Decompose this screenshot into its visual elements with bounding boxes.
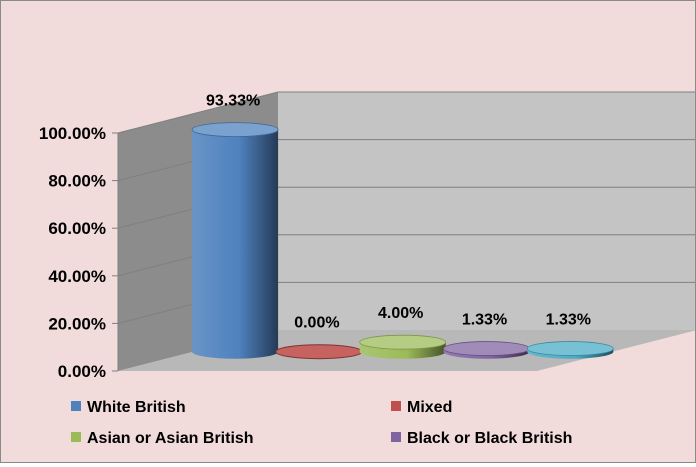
data-label: 93.33% bbox=[206, 93, 260, 110]
data-label: 1.33% bbox=[462, 312, 507, 329]
y-tick-label: 40.00% bbox=[48, 267, 106, 286]
y-tick-label: 80.00% bbox=[48, 172, 106, 191]
legend-item: Black or Black British bbox=[391, 430, 572, 447]
y-tick-label: 20.00% bbox=[48, 314, 106, 333]
legend-swatch bbox=[391, 401, 401, 411]
data-label: 0.00% bbox=[294, 315, 339, 332]
y-tick-label: 60.00% bbox=[48, 219, 106, 238]
legend-swatch bbox=[71, 401, 81, 411]
back-wall bbox=[278, 92, 696, 330]
legend-swatch bbox=[71, 432, 81, 442]
bar bbox=[526, 341, 614, 359]
bar-top bbox=[359, 334, 447, 350]
bar bbox=[275, 344, 363, 360]
bar-top bbox=[526, 341, 614, 356]
gridline bbox=[117, 91, 696, 134]
legend: White British Mixed Asian or Asian British… bbox=[71, 399, 572, 447]
legend-label: White British bbox=[87, 399, 186, 416]
bar-top bbox=[191, 122, 279, 138]
legend-label: Asian or Asian British bbox=[87, 430, 254, 447]
legend-swatch bbox=[391, 432, 401, 442]
y-tick-label: 0.00% bbox=[58, 362, 106, 381]
data-label: 1.33% bbox=[546, 312, 591, 329]
legend-item: Asian or Asian British bbox=[71, 430, 254, 447]
bars bbox=[191, 122, 614, 360]
bar bbox=[443, 341, 530, 359]
legend-label: Mixed bbox=[407, 399, 452, 416]
bar-top bbox=[443, 341, 530, 356]
legend-item: White British bbox=[71, 399, 186, 416]
data-labels: 93.33% 0.00% 4.00% 1.33% 1.33% bbox=[206, 93, 591, 332]
legend-label: Black or Black British bbox=[407, 430, 572, 447]
bar bbox=[359, 334, 447, 359]
y-axis: 0.00% 20.00% 40.00% 60.00% 80.00% 100.00% bbox=[39, 124, 119, 381]
bar-top bbox=[275, 344, 363, 360]
bar bbox=[191, 122, 279, 359]
legend-item: Mixed bbox=[391, 399, 452, 416]
data-label: 4.00% bbox=[378, 305, 423, 322]
y-tick-label: 100.00% bbox=[39, 124, 106, 143]
bar-body bbox=[192, 129, 279, 359]
